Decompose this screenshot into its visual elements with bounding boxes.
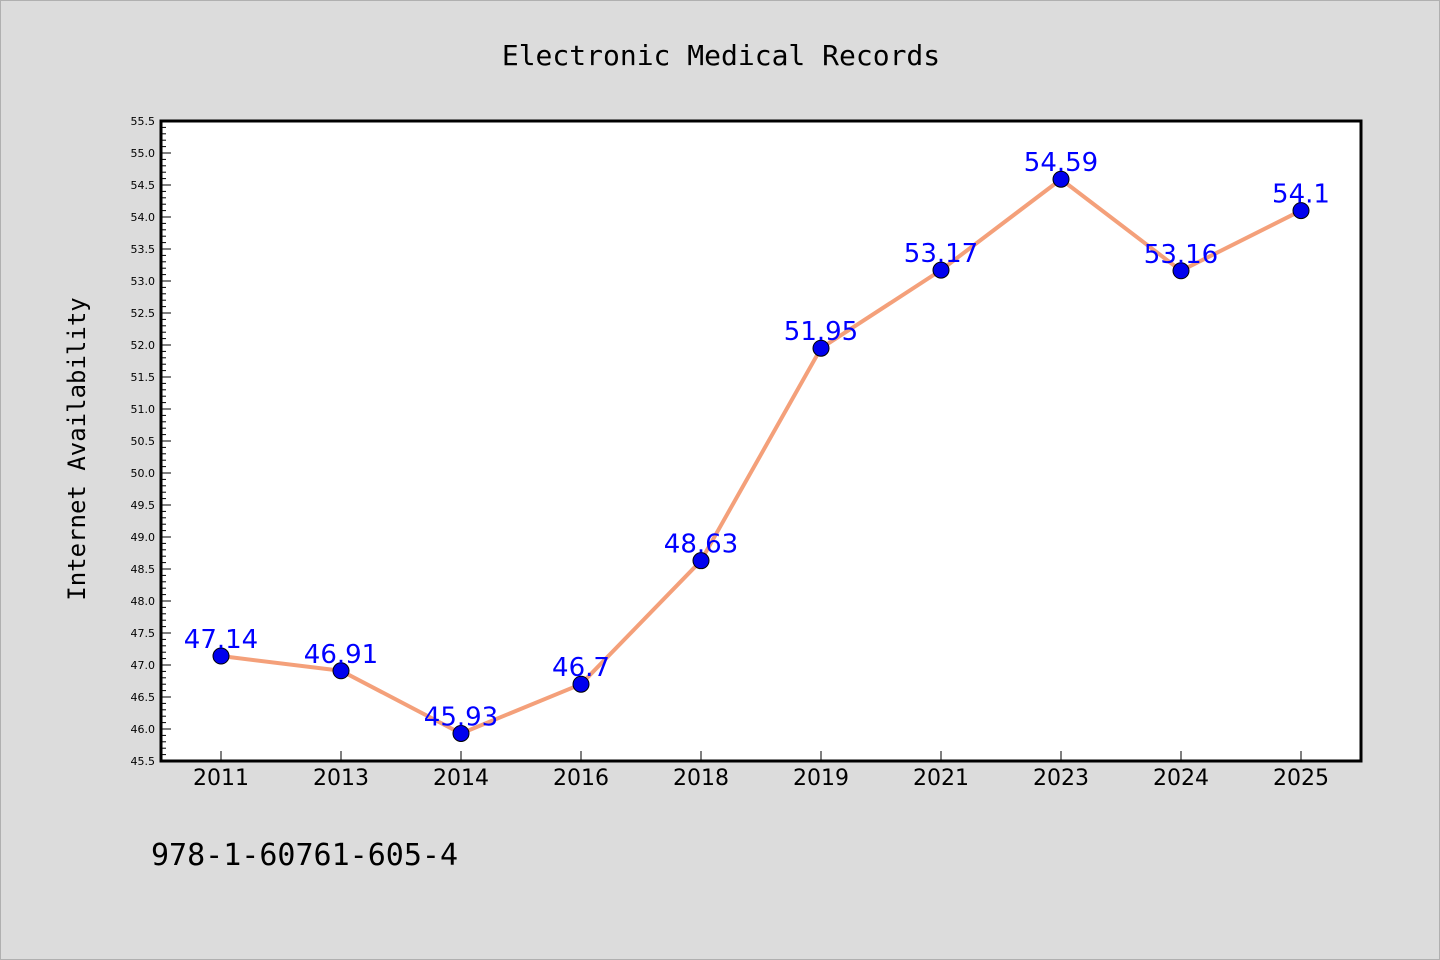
x-tick-label: 2013 — [313, 766, 369, 791]
x-tick-labels: 2011 2013 2014 2016 2018 2019 2021 2023 2024 2025 — [193, 766, 1329, 791]
x-tick-label: 2018 — [673, 766, 729, 791]
plot-border — [159, 119, 1363, 763]
data-label: 48.63 — [664, 530, 738, 560]
y-tick-label: 54.0 — [131, 211, 156, 224]
y-tick-label: 52.5 — [131, 307, 156, 320]
data-point — [332, 662, 350, 680]
y-tick-label: 55.0 — [131, 147, 156, 160]
data-point — [452, 724, 470, 742]
data-point — [212, 647, 230, 665]
x-tick-label: 2014 — [433, 766, 489, 791]
y-tick-label: 55.5 — [131, 115, 156, 128]
x-tick-label: 2024 — [1153, 766, 1209, 791]
y-tick-label: 54.5 — [131, 179, 156, 192]
y-tick-label: 46.0 — [131, 723, 156, 736]
x-tick-label: 2025 — [1273, 766, 1329, 791]
y-tick-label: 53.0 — [131, 275, 156, 288]
y-tick-label: 48.0 — [131, 595, 156, 608]
y-tick-label: 49.0 — [131, 531, 156, 544]
y-tick-label: 51.0 — [131, 403, 156, 416]
series-layer — [212, 170, 1310, 742]
data-point — [932, 261, 950, 279]
x-tick-label: 2023 — [1033, 766, 1089, 791]
chart-title: Electronic Medical Records — [502, 39, 940, 72]
x-tick-label: 2011 — [193, 766, 249, 791]
series-line — [219, 177, 1303, 736]
y-tick-label: 49.5 — [131, 499, 156, 512]
y-tick-label: 51.5 — [131, 371, 156, 384]
data-label: 51.95 — [784, 317, 858, 347]
y-axis-label: Internet Availability — [63, 297, 91, 600]
data-label: 47.14 — [184, 625, 258, 655]
data-point — [1292, 202, 1310, 220]
y-tick-label: 50.0 — [131, 467, 156, 480]
y-tick-labels: 45.5 46.0 46.5 47.0 47.5 48.0 48.5 49.0 49.5 50.0… — [131, 115, 156, 768]
data-point — [572, 675, 590, 693]
data-point — [692, 552, 710, 570]
y-tick-label: 52.0 — [131, 339, 156, 352]
data-point — [1052, 170, 1070, 188]
data-point — [812, 339, 830, 357]
y-tick-label: 48.5 — [131, 563, 156, 576]
plot-area — [161, 121, 1361, 761]
data-label: 53.16 — [1144, 240, 1218, 270]
x-tick-label: 2016 — [553, 766, 609, 791]
y-tick-label: 46.5 — [131, 691, 156, 704]
y-tick-label: 47.5 — [131, 627, 156, 640]
data-point — [1172, 262, 1190, 280]
data-label: 46.91 — [304, 640, 378, 670]
y-tick-label: 50.5 — [131, 435, 156, 448]
y-tick-label: 45.5 — [131, 755, 156, 768]
footnote-isbn: 978-1-60761-605-4 — [151, 838, 458, 873]
x-tick-label: 2021 — [913, 766, 969, 791]
data-labels: 47.14 46.91 45.93 46.7 48.63 51.95 53.17 54.59 5… — [184, 148, 1330, 732]
data-label: 54.59 — [1024, 148, 1098, 178]
y-tick-label: 53.5 — [131, 243, 156, 256]
y-tick-label: 47.0 — [131, 659, 156, 672]
data-label: 45.93 — [424, 702, 498, 732]
data-label: 54.1 — [1272, 180, 1330, 210]
data-label: 53.17 — [904, 239, 978, 269]
data-label: 46.7 — [552, 653, 610, 683]
x-tick-label: 2019 — [793, 766, 849, 791]
